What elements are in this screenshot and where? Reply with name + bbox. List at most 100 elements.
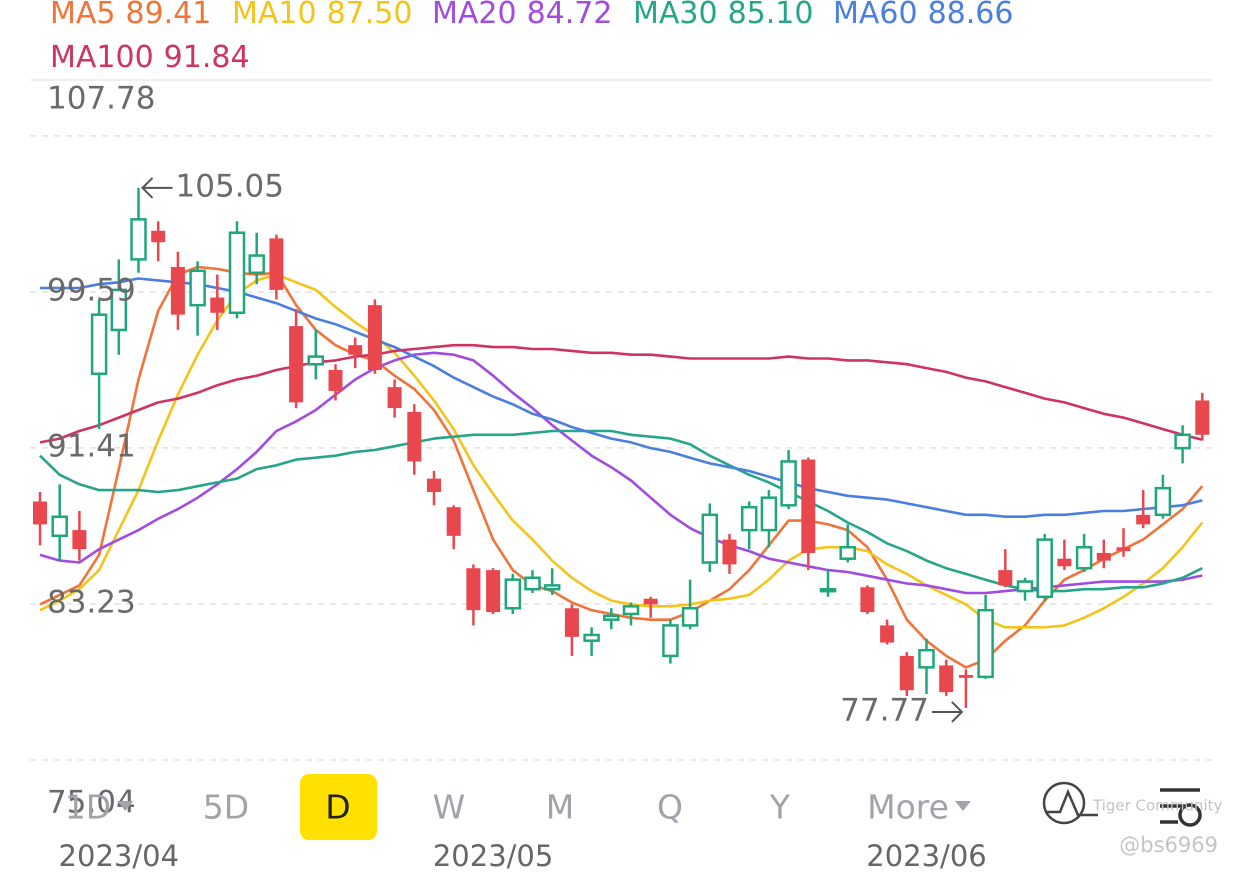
- candle-body: [348, 345, 363, 355]
- candle-body: [130, 218, 147, 261]
- candle-body: [958, 674, 973, 678]
- candle-body: [1195, 400, 1210, 435]
- indicator-icon[interactable]: [1042, 781, 1098, 825]
- candle-body: [367, 305, 382, 370]
- candle-body: [328, 369, 343, 391]
- candle-body: [643, 598, 658, 605]
- period-tab[interactable]: Y: [769, 788, 791, 827]
- legend-value: 89.41: [126, 0, 212, 31]
- candle-body: [504, 578, 522, 610]
- legend-value: 87.50: [327, 0, 413, 31]
- candle-body: [446, 507, 461, 536]
- candle-body: [662, 624, 679, 658]
- candle-body: [564, 608, 579, 637]
- legend-entry: MA60 88.66: [833, 0, 1013, 31]
- period-tab[interactable]: W: [433, 788, 466, 827]
- candle-body: [1016, 580, 1034, 593]
- low-label: 77.77: [840, 692, 929, 728]
- ma-line: [39, 351, 1203, 595]
- legend-value: 88.66: [928, 0, 1014, 31]
- settings-icon[interactable]: [1160, 788, 1202, 827]
- x-tick-label: 2023/04: [59, 839, 179, 873]
- candles: [33, 187, 1210, 708]
- candle-body: [228, 231, 246, 315]
- candle-body: [170, 267, 185, 315]
- legend-name: MA5: [50, 0, 116, 31]
- period-tab[interactable]: Q: [657, 788, 683, 827]
- candle-body: [248, 254, 265, 274]
- candle-body: [289, 326, 304, 403]
- period-tab[interactable]: M: [546, 788, 574, 827]
- legend-entry: MA10 87.50: [232, 0, 412, 31]
- candle-body: [407, 411, 422, 462]
- legend-name: MA10: [232, 0, 317, 31]
- candle-body: [427, 478, 441, 492]
- ma-line: [40, 277, 1203, 518]
- candle-body: [722, 539, 737, 565]
- candle-body: [486, 570, 501, 613]
- y-tick-label: 107.78: [47, 80, 155, 116]
- legend-name: MA60: [833, 0, 918, 31]
- candle-body: [760, 496, 778, 532]
- period-tab[interactable]: 5D: [203, 788, 249, 827]
- y-tick-label: 99.59: [47, 272, 136, 308]
- high-label: 105.05: [176, 168, 284, 204]
- y-tick-label: 91.41: [47, 428, 136, 464]
- dropdown-caret: [954, 801, 971, 811]
- legend-entry: MA20 84.72: [432, 0, 612, 31]
- candle-body: [939, 665, 954, 693]
- candle-body: [387, 387, 402, 409]
- x-tick-label: 2023/06: [866, 839, 986, 873]
- candle-body: [33, 501, 47, 525]
- candle-body: [524, 576, 541, 591]
- candle-body: [1075, 545, 1093, 570]
- grid: [30, 135, 1212, 761]
- candle-body: [466, 568, 481, 611]
- candle-body: [543, 584, 561, 591]
- dropdown-caret: [117, 801, 134, 811]
- y-tick-label: 83.23: [47, 584, 136, 620]
- candle-body: [189, 269, 206, 307]
- candle-body: [622, 605, 640, 616]
- candle-body: [681, 607, 699, 627]
- legend-entry: MA100 91.84: [50, 40, 250, 75]
- candle-body: [90, 313, 108, 376]
- legend-value: 91.84: [164, 40, 250, 75]
- ma-line: [39, 273, 1204, 629]
- candle-body: [583, 633, 600, 642]
- candle-body: [880, 625, 895, 643]
- legend-value: 84.72: [527, 0, 613, 31]
- legend-name: MA100: [50, 40, 154, 75]
- legend-value: 85.10: [728, 0, 814, 31]
- low-arrow: [931, 701, 964, 723]
- x-tick-label: 2023/05: [433, 839, 553, 873]
- candle-body: [860, 587, 875, 613]
- candle-body: [110, 288, 128, 332]
- candle-body: [839, 545, 856, 560]
- candle-body: [51, 515, 68, 538]
- candle-body: [977, 608, 994, 679]
- candle-body: [269, 238, 284, 290]
- candle-body: [210, 297, 225, 313]
- high-arrow: [141, 177, 173, 199]
- period-tab[interactable]: More: [867, 788, 949, 827]
- candle-body: [1057, 558, 1072, 567]
- candle-body: [1116, 547, 1131, 552]
- period-tab[interactable]: 1D: [65, 788, 111, 827]
- labels: 107.7899.5991.4183.2375.04105.0577.77202…: [47, 80, 987, 873]
- candle-body: [307, 355, 325, 366]
- candle-body: [998, 570, 1013, 586]
- tab-highlight: [300, 774, 377, 840]
- legend-entry: MA5 89.41: [50, 0, 211, 31]
- candle-body: [918, 648, 935, 669]
- ma-lines: [39, 265, 1204, 669]
- legend-name: MA30: [633, 0, 718, 31]
- period-tab[interactable]: D: [325, 788, 350, 827]
- watermark: Tiger Community: [1092, 797, 1222, 815]
- candle-body: [801, 459, 816, 553]
- candle-body: [1096, 552, 1111, 561]
- candle-body: [819, 587, 837, 593]
- candle-body: [780, 460, 797, 507]
- candle-body: [151, 230, 166, 243]
